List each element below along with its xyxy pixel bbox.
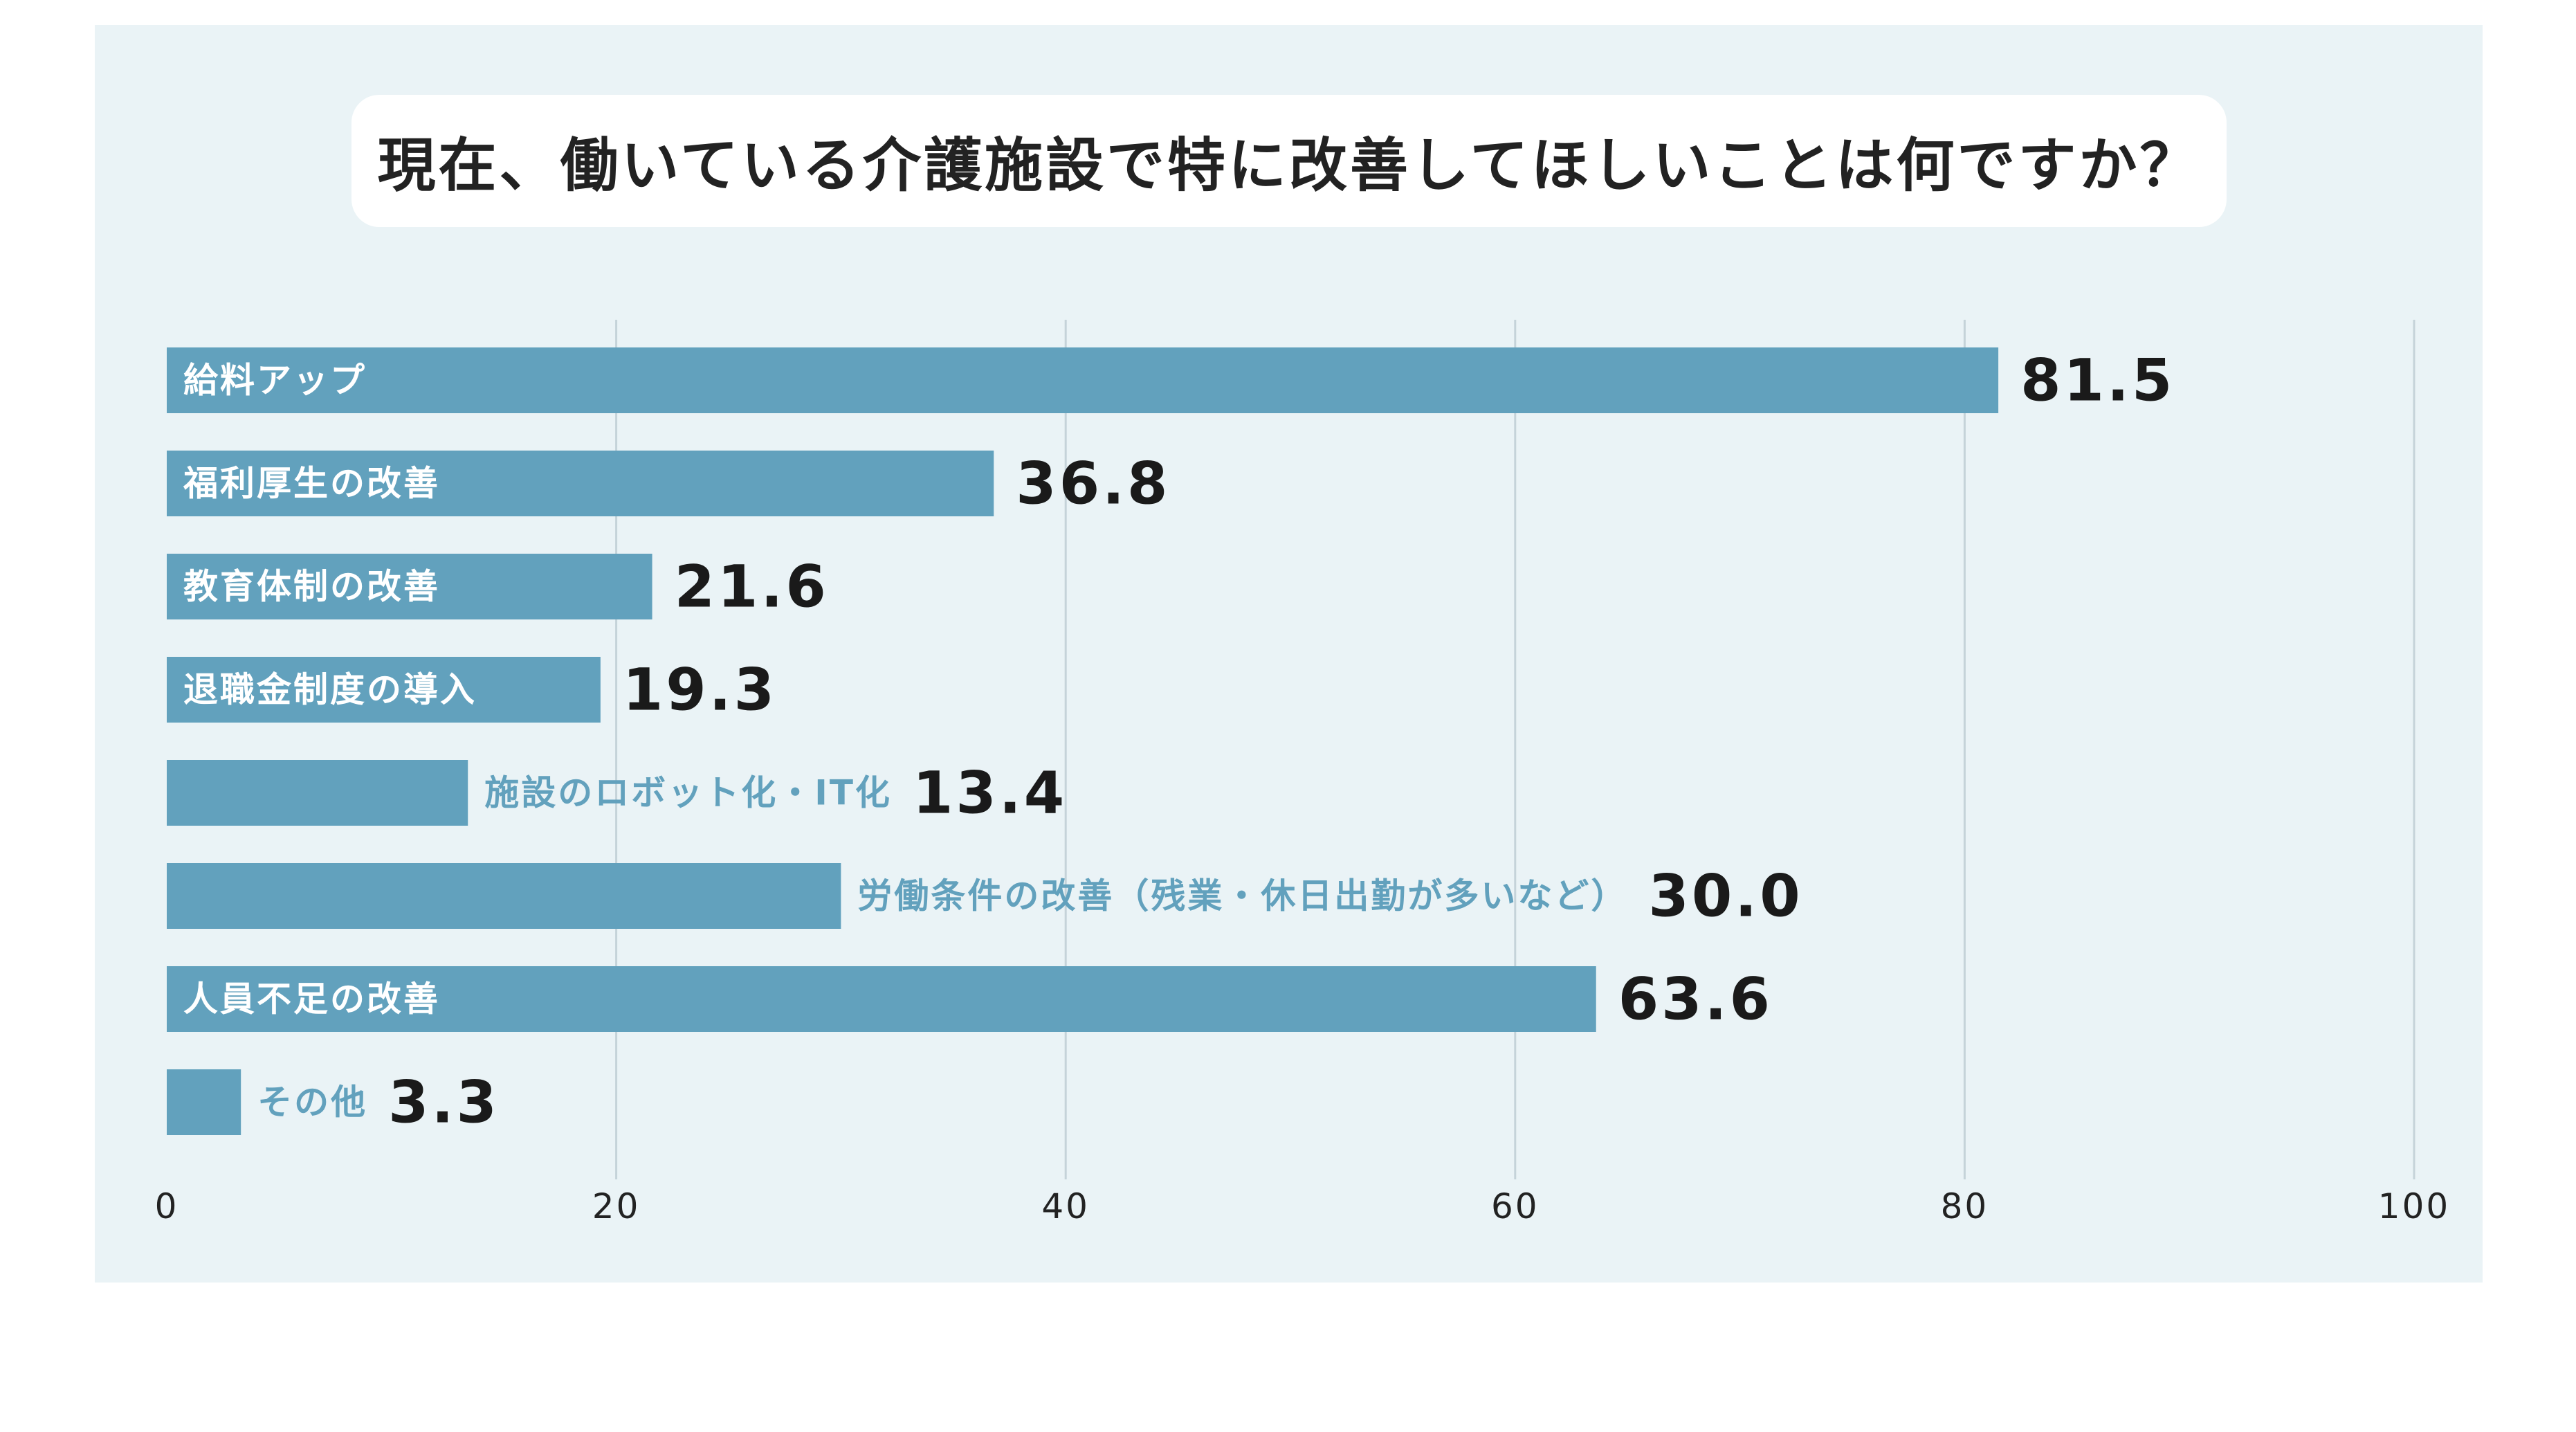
x-tick-label: 40 — [1041, 1186, 1090, 1226]
bar-labels: 給料アップ 81.5 福利厚生の改善 36.8 教育体制の改善 21.6 退職金制度の導入 1… — [183, 347, 2175, 1136]
category-label: 教育体制の改善 — [183, 567, 440, 607]
category-label: その他 — [257, 1082, 367, 1123]
bar — [167, 760, 468, 826]
value-label: 36.8 — [1016, 450, 1170, 518]
x-tick-label: 80 — [1941, 1186, 1989, 1226]
chart-title: 現在、働いている介護施設で特に改善してほしいことは何ですか？ — [377, 132, 2201, 199]
chart-title-box: 現在、働いている介護施設で特に改善してほしいことは何ですか？ — [351, 95, 2227, 227]
value-label: 30.0 — [1648, 862, 1802, 930]
x-tick-label: 100 — [2378, 1186, 2450, 1226]
x-tick-label: 60 — [1491, 1186, 1540, 1226]
value-label: 21.6 — [675, 553, 829, 621]
bar — [167, 347, 1999, 413]
value-label: 81.5 — [2020, 347, 2175, 415]
value-label: 63.6 — [1618, 966, 1773, 1033]
x-tick-label: 20 — [592, 1186, 641, 1226]
bar — [167, 554, 652, 619]
value-label: 19.3 — [623, 656, 777, 724]
x-axis-ticks: 0 20 40 60 80 100 — [155, 1186, 2450, 1226]
category-label: 福利厚生の改善 — [183, 464, 440, 504]
category-label: 人員不足の改善 — [183, 979, 440, 1019]
bar — [167, 966, 1596, 1032]
category-label: 退職金制度の導入 — [183, 670, 477, 710]
chart-panel — [95, 25, 2483, 1283]
category-label: 労働条件の改善（残業・休日出勤が多いなど） — [857, 876, 1627, 916]
value-label: 3.3 — [388, 1069, 500, 1136]
bar — [167, 451, 994, 516]
bar — [167, 657, 601, 723]
x-tick-label: 0 — [155, 1186, 179, 1226]
bar — [167, 1069, 241, 1135]
value-label: 13.4 — [913, 759, 1067, 827]
bar — [167, 863, 841, 929]
gridlines — [615, 320, 2415, 1179]
bars — [167, 347, 1999, 1135]
category-label: 施設のロボット化・IT化 — [484, 773, 892, 813]
category-label: 給料アップ — [183, 361, 367, 401]
